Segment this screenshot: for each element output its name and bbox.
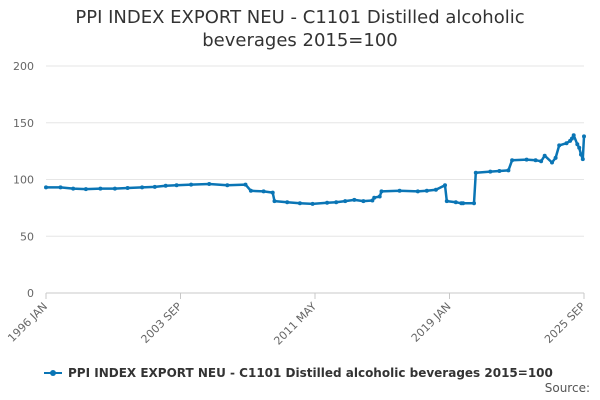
data-point bbox=[539, 159, 544, 164]
y-axis: 0 50 100 150 200 bbox=[13, 60, 34, 300]
data-point bbox=[248, 188, 253, 193]
x-axis: 1996 JAN 2003 SEP 2011 MAY 2019 JAN 2025 SEP bbox=[5, 293, 588, 348]
data-point bbox=[325, 200, 330, 205]
data-point bbox=[473, 170, 478, 175]
gridlines bbox=[46, 65, 584, 294]
chart-title-line-1: PPI INDEX EXPORT NEU - C1101 Distilled a… bbox=[75, 7, 525, 28]
data-point bbox=[44, 185, 48, 190]
data-point bbox=[453, 200, 458, 205]
y-tick-label: 150 bbox=[13, 117, 34, 130]
data-point bbox=[152, 184, 157, 189]
data-point bbox=[524, 157, 529, 162]
data-point bbox=[377, 194, 382, 199]
data-point bbox=[433, 187, 438, 192]
x-tick-label: 2025 SEP bbox=[542, 300, 588, 346]
y-tick-label: 200 bbox=[13, 60, 34, 73]
data-point bbox=[174, 183, 179, 188]
legend-swatch bbox=[44, 367, 62, 379]
y-tick-label: 0 bbox=[27, 287, 34, 300]
data-point bbox=[270, 190, 275, 195]
data-point bbox=[310, 201, 315, 206]
data-point bbox=[497, 169, 502, 173]
data-point bbox=[225, 183, 230, 188]
series-layer bbox=[44, 133, 586, 206]
data-point bbox=[533, 158, 538, 163]
data-point bbox=[579, 152, 583, 157]
x-tick-label: 2019 JAN bbox=[409, 300, 454, 345]
data-point bbox=[261, 189, 266, 194]
series-line-0 bbox=[44, 133, 586, 206]
data-point bbox=[297, 201, 302, 206]
data-point bbox=[510, 158, 515, 163]
x-tick-label: 2003 SEP bbox=[139, 300, 185, 346]
data-point bbox=[443, 183, 447, 188]
data-point bbox=[112, 186, 117, 191]
data-point bbox=[575, 142, 580, 147]
data-point bbox=[550, 160, 554, 165]
data-point bbox=[361, 199, 366, 204]
x-tick-label: 1996 JAN bbox=[5, 300, 50, 345]
data-point bbox=[163, 183, 168, 188]
legend-label: PPI INDEX EXPORT NEU - C1101 Distilled a… bbox=[68, 366, 553, 380]
data-point bbox=[125, 186, 130, 190]
data-point bbox=[472, 201, 476, 206]
data-point bbox=[564, 141, 569, 146]
data-point bbox=[243, 182, 248, 187]
data-point bbox=[352, 197, 357, 202]
data-point bbox=[83, 187, 88, 192]
data-point bbox=[343, 199, 348, 204]
legend[interactable]: PPI INDEX EXPORT NEU - C1101 Distilled a… bbox=[44, 364, 553, 382]
y-tick-label: 100 bbox=[13, 174, 34, 187]
chart-title: PPI INDEX EXPORT NEU - C1101 Distilled a… bbox=[0, 6, 600, 52]
data-point bbox=[571, 133, 576, 138]
x-tick-label: 2011 MAY bbox=[271, 300, 319, 348]
data-point bbox=[580, 157, 585, 162]
data-point bbox=[557, 143, 562, 148]
data-point bbox=[372, 195, 377, 200]
data-point bbox=[58, 185, 63, 190]
source-credit[interactable]: Source: bbox=[544, 381, 590, 395]
data-point bbox=[71, 186, 76, 191]
data-point bbox=[272, 199, 277, 204]
data-point bbox=[140, 185, 145, 190]
data-point bbox=[582, 134, 586, 139]
data-point bbox=[506, 168, 511, 173]
data-point bbox=[461, 201, 466, 206]
data-point bbox=[424, 188, 429, 193]
data-point bbox=[542, 153, 547, 158]
data-point bbox=[189, 182, 194, 187]
data-point bbox=[553, 155, 558, 160]
data-point bbox=[379, 189, 384, 194]
data-point bbox=[334, 200, 339, 205]
data-point bbox=[98, 186, 103, 191]
y-tick-label: 50 bbox=[20, 230, 34, 243]
data-point bbox=[207, 182, 212, 186]
data-point bbox=[569, 136, 574, 141]
chart-title-line-2: beverages 2015=100 bbox=[202, 30, 398, 51]
data-point bbox=[488, 169, 493, 174]
data-point bbox=[415, 189, 420, 194]
data-point bbox=[285, 200, 290, 205]
data-point bbox=[397, 188, 402, 193]
data-point bbox=[577, 145, 582, 150]
data-point bbox=[444, 199, 449, 204]
